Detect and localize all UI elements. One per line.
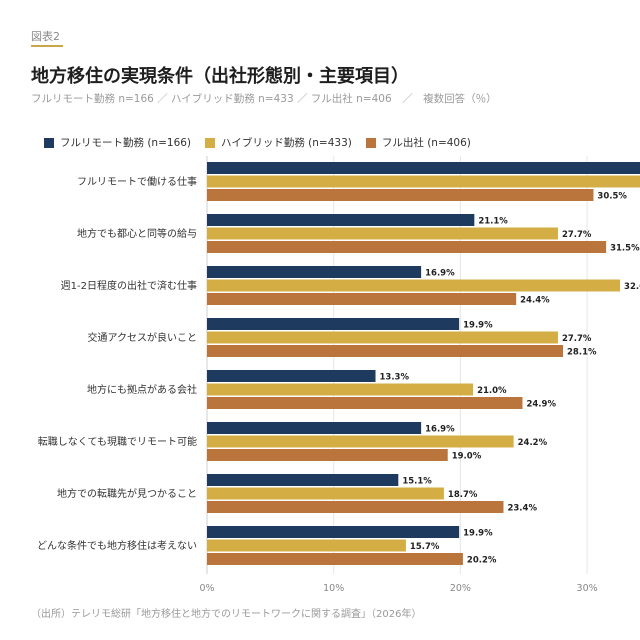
bar <box>207 449 448 461</box>
bar <box>207 227 558 240</box>
data-label: 18.7% <box>448 490 478 500</box>
data-label: 15.1% <box>402 477 432 487</box>
legend-swatch-full-office <box>365 137 376 148</box>
source-note: （出所）テレリモ総研「地方移住と地方でのリモートワークに関する調査」（2026年… <box>31 609 422 620</box>
data-label: 19.0% <box>452 452 482 462</box>
figure-label-rule <box>31 45 63 47</box>
legend-item-full-office: フル出社 (n=406) <box>365 135 471 150</box>
data-label: 32.6% <box>624 282 640 292</box>
category-label: どんな条件でも地方移住は考えない <box>37 539 197 552</box>
legend-label-full-remote: フルリモート勤務 (n=166) <box>60 137 192 149</box>
category-label: 地方にも拠点がある会社 <box>87 383 197 396</box>
legend-swatch-hybrid <box>205 137 216 148</box>
bar <box>207 345 564 357</box>
data-label: 24.9% <box>526 400 556 410</box>
bar <box>207 526 460 538</box>
data-label: 15.7% <box>410 542 440 552</box>
chart-title: 地方移住の実現条件（出社形態別・主要項目） <box>31 66 409 87</box>
category-label: 転職しなくても現職でリモート可能 <box>38 435 197 448</box>
bar <box>207 279 621 292</box>
legend-label-full-office: フル出社 (n=406) <box>381 137 471 149</box>
data-label: 16.9% <box>425 269 455 279</box>
bar <box>207 397 523 409</box>
data-label: 20.2% <box>467 556 497 566</box>
x-tick-label: 20% <box>450 583 471 594</box>
data-label: 31.5% <box>610 244 640 254</box>
data-label: 19.9% <box>463 321 493 331</box>
data-label: 28.1% <box>567 348 597 358</box>
x-tick-label: 10% <box>323 583 344 594</box>
bar <box>207 435 514 448</box>
data-label: 19.9% <box>463 529 493 539</box>
bar <box>207 539 406 552</box>
legend-item-hybrid: ハイブリッド勤務 (n=433) <box>205 135 352 150</box>
category-label: 週1-2日程度の出社で済む仕事 <box>61 279 197 292</box>
data-label: 21.1% <box>478 217 508 227</box>
data-label: 27.7% <box>562 230 592 240</box>
legend-swatch-full-remote <box>44 137 54 148</box>
chart-legend: フルリモート勤務 (n=166) ハイブリッド勤務 (n=433) フル出社 (… <box>44 135 471 150</box>
bar <box>207 501 504 513</box>
bar <box>207 370 376 382</box>
chart-subtitle: フルリモート勤務 n=166 ／ ハイブリッド勤務 n=433 ／ フル出社 n… <box>31 93 497 105</box>
data-label: 30.5% <box>597 192 627 202</box>
bar <box>207 383 474 396</box>
data-label: 21.0% <box>477 386 507 396</box>
x-tick-label: 30% <box>577 583 598 594</box>
bar <box>207 318 460 330</box>
category-label: 交通アクセスが良いこと <box>88 331 198 344</box>
figure-label: 図表2 <box>31 30 60 43</box>
bar <box>207 241 607 253</box>
bar <box>207 214 475 226</box>
bar <box>207 175 640 188</box>
bar <box>207 331 558 344</box>
bar <box>207 553 463 565</box>
data-label: 24.4% <box>520 296 550 306</box>
bar <box>207 293 517 305</box>
data-label: 27.7% <box>562 334 592 344</box>
bar-chart: 0% 10% 20% 30% フルリモートで働ける仕事 30.5% 地方でも都心と同等の給与… <box>37 156 640 594</box>
legend-label-hybrid: ハイブリッド勤務 (n=433) <box>221 137 352 149</box>
bar <box>207 162 640 174</box>
data-label: 23.4% <box>507 504 537 514</box>
bar <box>207 189 594 201</box>
category-label: 地方でも都心と同等の給与 <box>77 227 197 240</box>
x-tick-label: 0% <box>199 583 214 594</box>
bar <box>207 487 444 500</box>
data-label: 24.2% <box>518 438 548 448</box>
category-label: フルリモートで働ける仕事 <box>77 175 197 188</box>
bar <box>207 422 422 434</box>
data-label: 13.3% <box>380 373 410 383</box>
legend-item-full-remote: フルリモート勤務 (n=166) <box>44 135 191 150</box>
bar <box>207 266 422 278</box>
data-label: 16.9% <box>425 425 455 435</box>
category-label: 地方での転職先が見つかること <box>57 487 197 500</box>
bar <box>207 474 399 486</box>
